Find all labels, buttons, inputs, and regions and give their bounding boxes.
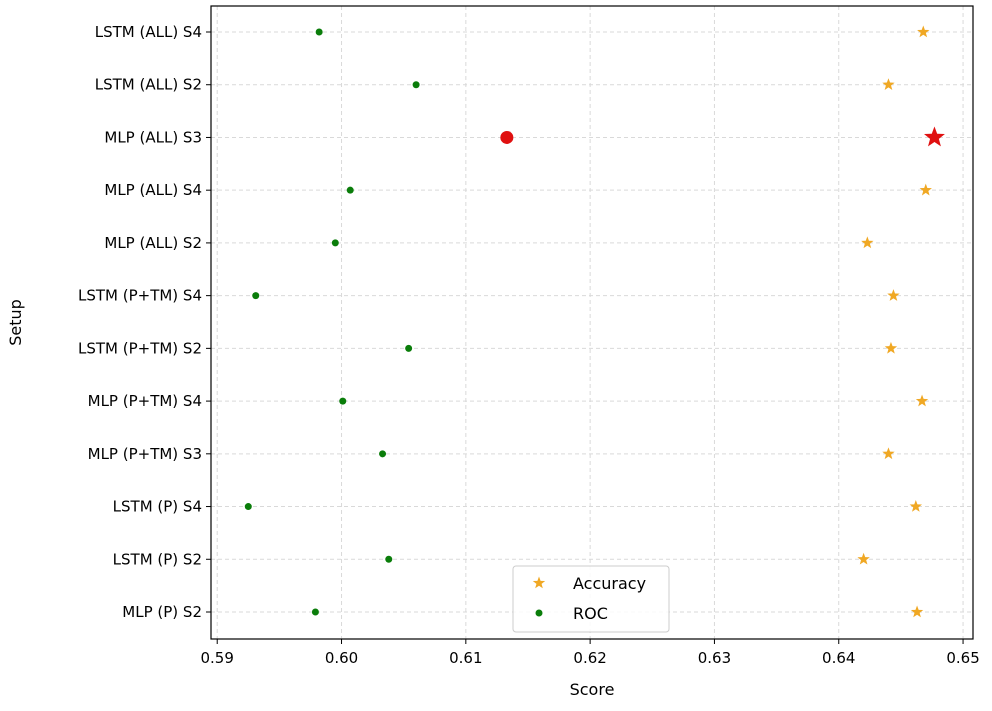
legend-label: ROC [573, 604, 608, 623]
accuracy-point [917, 25, 930, 38]
accuracy-series [857, 25, 945, 618]
roc-point [405, 344, 413, 352]
y-tick-label: MLP (ALL) S3 [104, 128, 202, 146]
accuracy-point [887, 289, 900, 301]
accuracy-point [882, 78, 895, 90]
accuracy-point [909, 500, 922, 512]
y-tick-label: LSTM (P) S4 [113, 498, 202, 516]
legend-label: Accuracy [573, 574, 646, 593]
roc-point [379, 450, 387, 458]
accuracy-point-highlight [924, 126, 945, 147]
y-tick-label: MLP (ALL) S4 [104, 181, 202, 199]
y-axis-title: Setup [6, 299, 25, 346]
legend-box [512, 565, 670, 633]
accuracy-point [882, 447, 895, 460]
accuracy-point [910, 605, 924, 618]
y-tick-label: LSTM (ALL) S4 [95, 23, 202, 41]
x-axis-title: Score [570, 680, 615, 699]
accuracy-point [919, 183, 932, 196]
x-tick-label: 0.61 [449, 649, 482, 667]
roc-point [412, 81, 420, 89]
accuracy-point [857, 552, 870, 565]
plot-frame [210, 5, 974, 640]
x-axis-ticks: 0.59 0.60 0.61 0.62 0.63 0.64 0.65 [201, 639, 980, 667]
y-tick-label: MLP (P+TM) S4 [88, 392, 202, 410]
x-tick-label: 0.59 [201, 649, 234, 667]
roc-point [244, 503, 252, 511]
grid-lines [211, 6, 973, 639]
roc-point [315, 28, 323, 36]
legend: Accuracy ROC [512, 565, 670, 633]
y-tick-label: MLP (P) S2 [122, 603, 202, 621]
accuracy-point [915, 394, 929, 407]
roc-point [331, 239, 339, 247]
y-axis-ticks: LSTM (ALL) S4 LSTM (ALL) S2 MLP (ALL) S3 ML… [78, 23, 211, 621]
roc-point [339, 397, 347, 405]
roc-point-highlight [500, 130, 514, 144]
x-tick-label: 0.62 [573, 649, 606, 667]
legend-roc-marker [535, 609, 543, 617]
y-tick-label: LSTM (P+TM) S2 [78, 339, 202, 357]
x-tick-label: 0.63 [698, 649, 731, 667]
roc-point [252, 292, 260, 300]
y-tick-label: MLP (P+TM) S3 [88, 445, 202, 463]
accuracy-point [884, 341, 898, 354]
y-tick-label: MLP (ALL) S2 [104, 234, 202, 252]
roc-point [346, 186, 354, 194]
y-tick-label: LSTM (P+TM) S4 [78, 287, 202, 305]
x-tick-label: 0.65 [946, 649, 979, 667]
x-tick-label: 0.64 [822, 649, 855, 667]
roc-series [244, 28, 514, 616]
legend-accuracy-marker [532, 576, 546, 589]
y-tick-label: LSTM (P) S2 [113, 550, 202, 568]
y-tick-label: LSTM (ALL) S2 [95, 76, 202, 94]
roc-point [311, 608, 319, 616]
x-tick-label: 0.60 [325, 649, 358, 667]
roc-point [385, 555, 393, 563]
accuracy-point [861, 236, 874, 249]
